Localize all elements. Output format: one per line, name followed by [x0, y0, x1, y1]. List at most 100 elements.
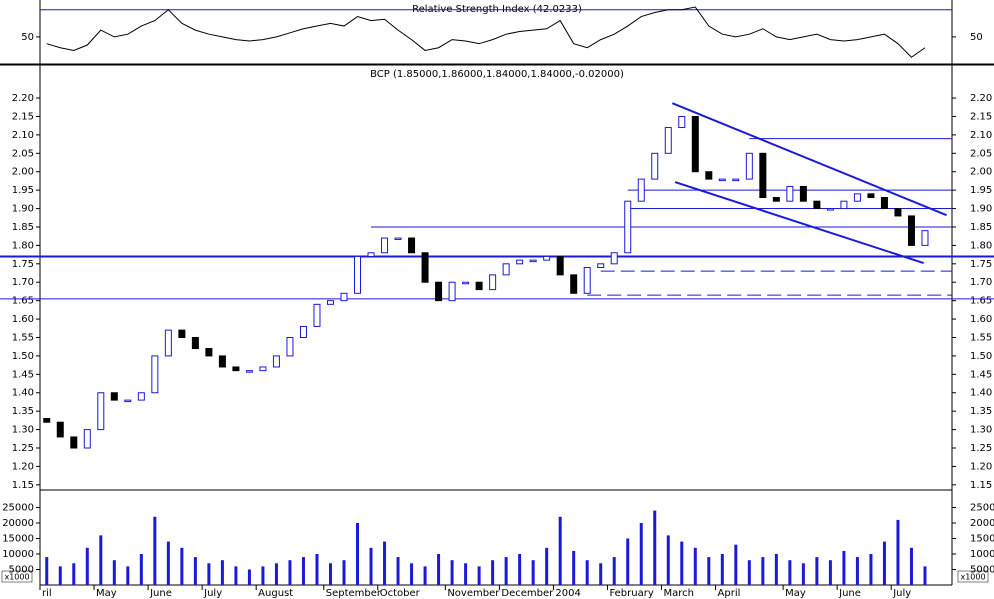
x-tick-label: December [501, 588, 554, 599]
y-tick-label: 1.65 [12, 296, 34, 307]
volume-bar [328, 563, 332, 585]
x-tick-label: 2004 [555, 588, 580, 599]
volume-bar [828, 560, 832, 585]
candle [678, 115, 686, 129]
y-tick-label: 1.50 [970, 351, 992, 362]
candle [651, 152, 659, 180]
volume-bar [531, 560, 535, 585]
candle [853, 193, 861, 202]
y-tick-label: 1.60 [970, 314, 992, 325]
candle [840, 200, 848, 210]
y-tick-label: 1.80 [12, 240, 34, 251]
volume-bar [450, 560, 454, 585]
volume-bar [680, 541, 684, 585]
volume-bar [369, 547, 373, 585]
volume-bar [166, 541, 170, 585]
y-tick-label: 1.35 [12, 406, 34, 417]
y-tick-label: 1.60 [12, 314, 34, 325]
y-tick-label: 1.45 [970, 369, 992, 380]
y-tick-label: 1.75 [970, 259, 992, 270]
candle [408, 237, 416, 254]
volume-bar [207, 563, 211, 585]
candle [813, 200, 821, 210]
volume-bar [99, 535, 103, 585]
volume-bar [72, 563, 76, 585]
y-tick-label: 1.40 [970, 388, 992, 399]
y-tick-label: 1.90 [970, 204, 992, 215]
candle [691, 115, 699, 173]
volume-bar [842, 550, 846, 585]
volume-bar [896, 519, 900, 585]
volume-bar [585, 560, 589, 585]
volume-bar [707, 557, 711, 585]
candle [543, 255, 551, 261]
volume-bar [261, 566, 265, 585]
y-tick-label: 1.15 [12, 480, 34, 491]
y-tick-label: 10000 [2, 549, 34, 560]
candle [489, 274, 497, 291]
volume-bar [193, 557, 197, 585]
price-title: BCP (1.85000,1.86000,1.84000,1.84000,-0.… [370, 69, 624, 80]
y-tick-label: 1.30 [970, 425, 992, 436]
volume-bar [801, 563, 805, 585]
volume-bar [437, 554, 441, 585]
x-tick-label: April [718, 588, 741, 599]
candle [245, 370, 253, 373]
y-tick-label: 1.40 [12, 388, 34, 399]
volume-bar [734, 544, 738, 585]
trend-line [671, 102, 947, 217]
volume-bar [126, 566, 130, 585]
volume-bar [342, 560, 346, 585]
volume-bar [423, 566, 427, 585]
candle [894, 208, 902, 217]
x-tick-label: May [96, 588, 117, 599]
volume-bar [247, 569, 251, 585]
x-tick-label: February [609, 588, 653, 599]
volume-bar [234, 566, 238, 585]
candle [597, 263, 605, 269]
x-tick-label: May [785, 588, 806, 599]
y-tick-label: 25000 [2, 503, 34, 514]
x-tick-label: September [326, 588, 382, 599]
x-tick-label: November [447, 588, 500, 599]
volume-bar [909, 547, 913, 585]
volume-bar [747, 560, 751, 585]
volume-bar [153, 516, 157, 585]
volume-bar [85, 547, 89, 585]
volume-bar [58, 566, 62, 585]
candle [907, 215, 915, 246]
candle [718, 178, 726, 182]
y-tick-label: 2.05 [12, 148, 34, 159]
candle [759, 152, 767, 199]
candle [367, 252, 375, 257]
y-tick-label: 1.90 [12, 204, 34, 215]
candle [421, 252, 429, 283]
y-tick-label: 50 [970, 32, 983, 43]
volume-bar [180, 547, 184, 585]
candle [475, 281, 483, 291]
volume-bar [626, 538, 630, 585]
y-tick-label: 1.55 [970, 332, 992, 343]
y-tick-label: 25000 [970, 503, 994, 514]
candle [326, 300, 334, 305]
volume-bar [599, 563, 603, 585]
volume-bar [653, 510, 657, 585]
candle [745, 152, 753, 180]
x-tick-label: June [838, 588, 861, 599]
candle [516, 259, 524, 265]
x-tick-label: August [258, 588, 293, 599]
volume-bar [220, 560, 224, 585]
volume-bar [139, 554, 143, 585]
candle [124, 399, 132, 403]
candle [232, 366, 240, 372]
y-tick-label: 2.20 [12, 93, 34, 104]
candle [826, 208, 834, 211]
rsi-line [46, 6, 926, 58]
volume-bar [274, 563, 278, 585]
candle [610, 252, 618, 265]
y-tick-label: 1.30 [12, 425, 34, 436]
y-tick-label: 1.50 [12, 351, 34, 362]
candle [97, 392, 105, 431]
y-tick-label: 5000 [970, 565, 994, 576]
